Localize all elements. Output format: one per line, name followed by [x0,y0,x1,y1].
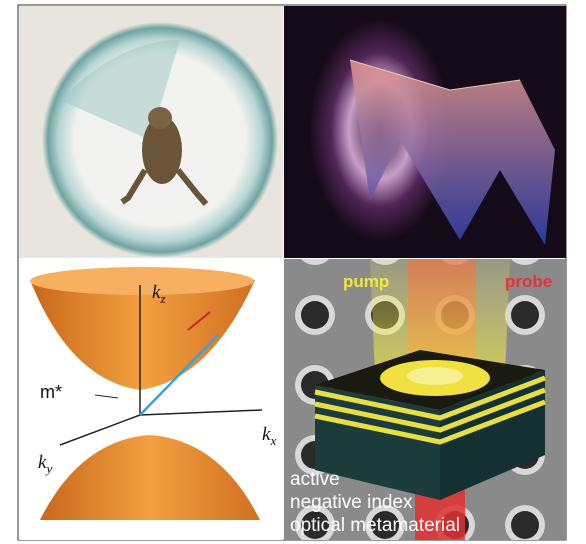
caption: optical metamaterial [290,515,460,536]
beam-label: probe [505,272,552,291]
beam-label: pump [343,272,389,291]
caption: negative index [290,492,413,513]
metamaterial-illustration: pump probe active negative index optical… [284,259,566,540]
axis-label: kx [262,424,276,448]
axis-label: kz [152,282,166,306]
frog-photo [19,6,283,258]
mass-label: m* [40,382,62,402]
surface-plot [284,6,566,258]
dispersion-diagram: kz kx ky m* [19,259,283,540]
caption: active [290,469,340,490]
axis-label: ky [38,452,52,476]
